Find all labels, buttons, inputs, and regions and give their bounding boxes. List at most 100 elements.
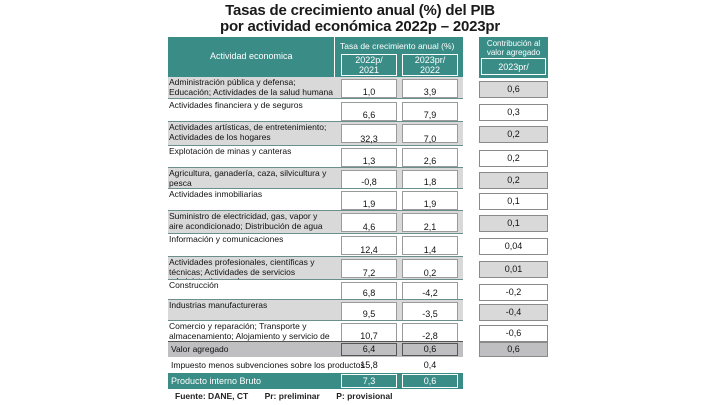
impuestos-2022: 15,8 [360, 360, 378, 370]
row-label: Administración pública y defensa; Educac… [169, 77, 333, 97]
table-row: Actividades profesionales, científicas y… [168, 257, 463, 286]
impuestos-row: Impuesto menos subvenciones sobre los pr… [168, 357, 463, 372]
growth-header: Tasa de crecimiento anual (%) [340, 41, 455, 51]
row-divider [168, 279, 463, 280]
row-divider [168, 299, 463, 300]
contrib-value: 0,2 [479, 150, 548, 167]
value-2023: 2,6 [423, 156, 437, 166]
value-2022: 12,4 [360, 245, 378, 255]
header-divider [334, 37, 335, 78]
cell-box-2022 [341, 236, 397, 255]
row-label: Actividades artísticas, de entretenimien… [169, 122, 327, 142]
footer-source: Fuente: DANE, CT [175, 391, 249, 401]
cell-box-2023 [402, 259, 458, 278]
table-row: Administración pública y defensa; Educac… [168, 77, 463, 99]
pib-2022: 7,3 [362, 376, 376, 386]
row-label: Actividades inmobiliarias [169, 189, 263, 199]
value-2023: 7,9 [423, 110, 437, 120]
cell-box-2023 [402, 191, 458, 210]
row-divider [168, 320, 463, 321]
contrib-value: -0,2 [479, 284, 548, 301]
pib-label: Producto interno Bruto [171, 376, 262, 386]
impuestos-2023: 0,4 [423, 360, 437, 370]
value-2023: 2,1 [423, 222, 437, 232]
table-row: Actividades financiera y de seguros 6,6 7,… [168, 100, 463, 122]
value-2023: 3,9 [423, 87, 437, 97]
value-2022: 4,6 [362, 222, 376, 232]
contrib-value: 0,1 [479, 215, 548, 232]
contrib-value: 0,04 [479, 238, 548, 255]
activity-header: Actividad economica [210, 51, 293, 61]
table-header: Actividad economica Tasa de crecimiento … [168, 37, 463, 78]
row-divider [168, 121, 463, 122]
contrib-header-label: Contribución al valor agregado [486, 39, 541, 57]
value-2023: 1,8 [423, 177, 437, 187]
cell-box-2023 [402, 102, 458, 121]
value-2022: 1,9 [362, 199, 376, 209]
valor-agregado-contrib: 0,6 [479, 342, 548, 357]
pib-box-1 [341, 374, 397, 388]
row-label: Suministro de electricidad, gas, vapor y… [169, 211, 323, 231]
cell-box-2022 [341, 148, 397, 167]
contrib-value: 0,2 [479, 126, 548, 143]
value-2023: 1,4 [423, 245, 437, 255]
row-label: Industrias manufactureras [169, 300, 268, 310]
impuestos-label: Impuesto menos subvenciones sobre los pr… [171, 360, 365, 370]
chart-title-line1: Tasas de crecimiento anual (%) del PIB [225, 2, 495, 19]
value-2022: 1,3 [362, 156, 376, 166]
cell-box-2022 [341, 102, 397, 121]
row-label: Construcción [169, 280, 219, 290]
footer-p: P: provisional [336, 391, 393, 401]
value-2022: 6,6 [362, 110, 376, 120]
valor-agregado-label: Valor agregado [171, 344, 229, 354]
table-row: Industrias manufactureras 9,5 -3,5 [168, 300, 463, 321]
contrib-value: 0,2 [479, 172, 548, 189]
row-label: Agricultura, ganadería, caza, silvicultu… [169, 168, 327, 188]
cell-box-2023 [402, 124, 458, 143]
table-row: Explotación de minas y canteras 1,3 2,6 [168, 146, 463, 168]
contrib-year-box [481, 58, 546, 75]
footer: Fuente: DANE, CT Pr: preliminar P: provi… [175, 391, 406, 401]
value-2022: 7,2 [362, 268, 376, 278]
contrib-value: 0,3 [479, 104, 548, 121]
row-divider [168, 210, 463, 211]
value-2023: 0,2 [423, 268, 437, 278]
valor-agregado-box-2 [402, 343, 458, 356]
row-divider [168, 98, 463, 99]
cell-box-2023 [402, 79, 458, 98]
value-2023: 1,9 [423, 199, 437, 209]
value-2022: 10,7 [360, 331, 378, 341]
value-2022: -0,8 [361, 177, 377, 187]
valor-agregado-2023: 0,6 [423, 344, 437, 354]
cell-box-2022 [341, 191, 397, 210]
valor-agregado-row: Valor agregado 6,4 0,6 [168, 341, 463, 358]
value-2023: 7,0 [423, 134, 437, 144]
cell-box-2022 [341, 259, 397, 278]
contrib-value: -0,4 [479, 304, 548, 321]
contrib-value: -0,6 [479, 325, 548, 342]
value-2023: -4,2 [422, 288, 438, 298]
col1-header: 2022p/ 2021 [355, 55, 383, 75]
contrib-value: 0,01 [479, 261, 548, 278]
value-2022: 32,3 [360, 134, 378, 144]
pib-box-2 [402, 374, 458, 388]
col2-header-box [402, 54, 458, 76]
valor-agregado-2022: 6,4 [362, 344, 376, 354]
table-row: Construcción 6,8 -4,2 [168, 280, 463, 301]
table-row: Suministro de electricidad, gas, vapor y… [168, 211, 463, 234]
contrib-year-label: 2023pr/ [498, 62, 529, 72]
row-divider [168, 256, 463, 257]
value-2023: -2,8 [422, 331, 438, 341]
col1-header-box [341, 54, 397, 76]
contrib-value: 0,1 [479, 193, 548, 210]
cell-box-2022 [341, 79, 397, 98]
col2-header: 2023pr/ 2022 [414, 55, 446, 75]
row-label: Actividades financiera y de seguros [169, 100, 303, 110]
pib-2023: 0,6 [423, 376, 437, 386]
cell-box-2022 [341, 124, 397, 143]
cell-box-2023 [402, 148, 458, 167]
valor-agregado-box-1 [341, 343, 397, 356]
value-2022: 1,0 [362, 87, 376, 97]
row-divider [168, 233, 463, 234]
value-2023: -3,5 [422, 309, 438, 319]
